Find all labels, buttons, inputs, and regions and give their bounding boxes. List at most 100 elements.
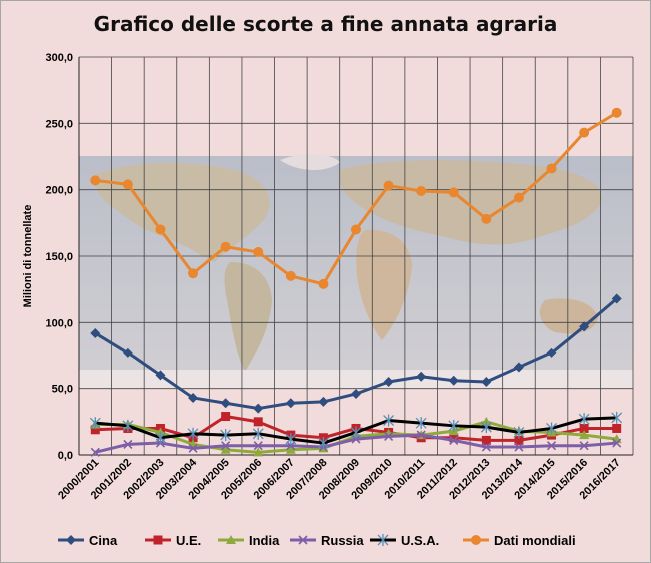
legend-swatch-marker [471,535,481,545]
data-point-cina [351,388,361,399]
data-point-u-e [612,423,622,433]
data-point-cina [611,293,622,304]
data-point-dati-mondiali [579,127,590,138]
data-point-russia [416,430,426,440]
data-point-u-s-a [611,411,623,424]
data-point-u-e [579,423,589,433]
data-point-u-s-a [350,426,362,439]
series-dati-mondiali [90,107,622,289]
data-point-russia [253,441,263,451]
data-point-dati-mondiali [220,241,231,252]
data-point-cina [481,377,492,388]
data-point-dati-mondiali [122,179,133,190]
data-point-u-s-a [448,419,460,432]
data-point-u-s-a [513,426,525,439]
y-tick-label: 50,0 [52,384,73,396]
data-point-dati-mondiali [546,163,557,174]
data-point-dati-mondiali [611,107,622,118]
data-point-cina [579,321,590,332]
legend-swatch-marker [226,535,236,544]
data-point-india [579,430,590,440]
data-point-dati-mondiali [285,270,296,281]
data-point-cina [155,370,166,381]
axes [78,57,633,456]
data-point-india [220,444,231,454]
legend-swatch-marker [66,535,76,545]
x-tick-labels: 2000/20012001/20022002/20032003/20042004… [56,456,623,502]
legend: Cina U.E. India Russia U.S.A. Dati mondiali [58,533,576,548]
legend-label: U.S.A. [401,533,439,548]
data-point-russia [579,441,589,451]
data-point-dati-mondiali [188,268,199,279]
data-point-russia [546,441,557,451]
data-point-u-s-a [480,421,492,434]
chart-title: Grafico delle scorte a fine annata agrar… [93,12,558,36]
legend-item-russia: Russia [290,533,364,548]
data-point-u-s-a [546,422,557,435]
data-point-dati-mondiali [416,185,427,196]
y-tick-labels: 0,0 50,0 100,0 150,0 200,0 250,0 300,0 [45,52,73,462]
legend-label: Cina [89,533,118,548]
data-point-russia [514,442,524,452]
data-point-cina [188,392,199,403]
legend-item-u-e: U.E. [145,533,201,548]
y-tick-label: 0,0 [58,450,73,462]
data-point-u-e [221,412,231,422]
legend-item-india: India [218,533,280,548]
data-point-u-s-a [415,417,427,430]
legend-swatch-marker [153,535,163,545]
y-tick-label: 250,0 [45,118,73,130]
legend-label: India [249,533,280,548]
data-point-cina [90,327,101,338]
data-point-cina [253,403,264,414]
data-point-dati-mondiali [448,187,459,198]
series-cina [90,293,622,414]
data-point-cina [448,375,459,386]
data-point-u-e [449,433,459,443]
legend-item-dati-mondiali: Dati mondiali [463,533,576,548]
data-point-u-s-a [220,429,232,442]
data-point-cina [513,362,524,373]
legend-swatch-marker [298,535,308,545]
data-point-u-e [253,417,263,427]
data-point-russia [384,431,394,441]
legend-label: Dati mondiali [494,533,576,548]
data-point-u-s-a [155,431,166,444]
y-tick-label: 300,0 [45,52,73,64]
data-point-dati-mondiali [513,192,524,203]
data-point-u-s-a [122,419,134,432]
y-tick-label: 100,0 [45,317,73,329]
data-point-cina [546,347,557,358]
legend-label: Russia [321,533,364,548]
data-point-cina [220,398,231,409]
y-tick-label: 150,0 [45,251,73,263]
data-point-u-s-a [383,414,395,427]
data-point-cina [285,398,296,409]
data-point-u-e [514,435,524,445]
data-point-russia [286,441,296,451]
data-point-india [253,447,264,457]
data-point-russia [188,443,198,453]
data-point-india [285,444,296,454]
data-point-u-s-a [187,427,199,440]
data-point-dati-mondiali [253,247,264,258]
data-point-u-e [90,425,100,435]
legend-item-u-s-a: U.S.A. [370,533,439,548]
data-point-dati-mondiali [90,175,101,186]
data-point-dati-mondiali [383,180,394,191]
data-point-dati-mondiali [318,278,329,289]
data-point-cina [383,377,394,388]
data-point-dati-mondiali [155,224,166,235]
series-russia [90,430,622,457]
data-point-dati-mondiali [351,224,361,235]
data-point-russia [351,434,361,444]
data-point-cina [122,347,133,358]
data-point-u-e [481,435,491,445]
data-point-cina [416,371,427,382]
series-lines [89,107,623,457]
data-point-u-s-a [252,427,264,440]
data-point-cina [318,396,329,407]
data-point-russia [481,442,491,452]
y-tick-label: 200,0 [45,185,73,197]
